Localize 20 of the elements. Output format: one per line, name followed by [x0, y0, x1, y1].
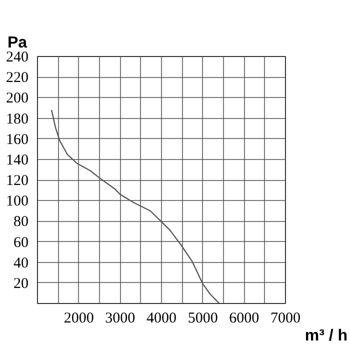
- y-tick-label: 160: [6, 132, 28, 148]
- x-tick-label: 4000: [146, 310, 176, 326]
- y-tick-label: 140: [6, 152, 28, 168]
- x-axis-title: m³ / h: [304, 328, 348, 344]
- x-tick-label: 5000: [188, 310, 218, 326]
- x-tick-label: 6000: [229, 310, 260, 326]
- y-tick-label: 60: [14, 234, 28, 251]
- x-tick-label: 2000: [64, 310, 94, 326]
- y-tick-label: 240: [6, 50, 28, 66]
- x-tick-label: 3000: [105, 310, 136, 326]
- y-tick-label: 180: [6, 111, 28, 128]
- y-tick-label: 80: [14, 214, 28, 230]
- y-tick-label: 20: [14, 276, 28, 292]
- y-tick-label: 40: [14, 255, 28, 272]
- y-axis-title: Pa: [8, 34, 28, 52]
- x-tick-label: 7000: [270, 310, 300, 326]
- y-tick-label: 220: [6, 70, 28, 86]
- y-tick-label: 100: [6, 194, 28, 210]
- y-tick-label: 120: [6, 173, 28, 189]
- y-tick-label: 200: [6, 90, 28, 107]
